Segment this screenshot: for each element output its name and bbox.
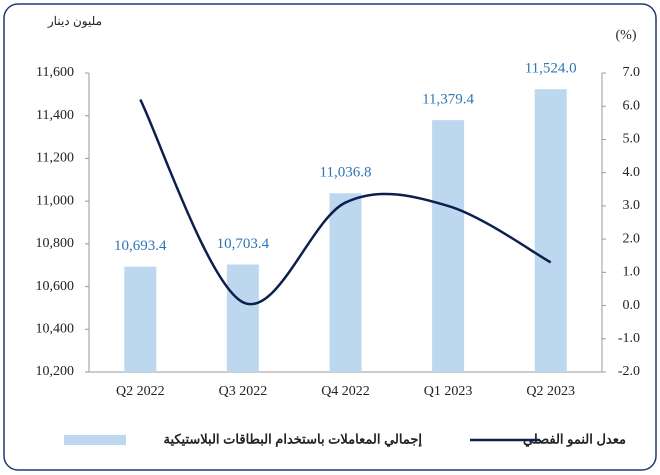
y2-tick-label: 1.0 — [623, 265, 641, 280]
x-tick-label: Q4 2022 — [321, 384, 370, 399]
y-tick-label: 11,400 — [36, 108, 74, 123]
y2-axis-label: (%) — [616, 28, 637, 43]
legend-swatch — [64, 435, 126, 445]
y-tick-label: 10,800 — [36, 236, 75, 251]
bar — [329, 193, 362, 372]
x-tick-label: Q1 2023 — [424, 384, 473, 399]
y2-tick-label: 7.0 — [623, 65, 641, 80]
y2-tick-label: 5.0 — [623, 132, 641, 147]
y2-tick-label: 3.0 — [623, 198, 641, 213]
x-tick-label: Q3 2022 — [219, 384, 268, 399]
y-tick-label: 11,200 — [36, 151, 74, 166]
value-label: 10,693.4 — [114, 238, 167, 254]
y2-tick-label: 4.0 — [623, 165, 641, 180]
value-label: 11,036.8 — [320, 165, 372, 181]
y2-tick-label: 2.0 — [623, 231, 641, 246]
legend-label: معدل النمو الفصلي — [523, 431, 626, 447]
y-axis-label: مليون دينار — [47, 14, 102, 28]
y-tick-label: 11,000 — [36, 193, 74, 208]
y2-tick-label: -2.0 — [618, 364, 640, 379]
x-tick-label: Q2 2023 — [526, 384, 575, 399]
value-label: 11,524.0 — [525, 61, 577, 77]
y2-tick-label: 0.0 — [623, 298, 641, 313]
bar — [534, 89, 567, 372]
line — [139, 99, 552, 306]
bar — [432, 120, 465, 372]
legend-label: إجمالي المعاملات باستخدام البطاقات البلا… — [163, 431, 422, 447]
y-tick-label: 10,400 — [36, 322, 75, 337]
y-tick-label: 10,600 — [36, 279, 75, 294]
value-label: 10,703.4 — [217, 236, 270, 252]
y-tick-label: 10,200 — [36, 364, 75, 379]
y-tick-label: 11,600 — [36, 65, 74, 80]
bar — [124, 266, 157, 372]
y2-tick-label: -1.0 — [618, 331, 640, 346]
x-tick-label: Q2 2022 — [116, 384, 165, 399]
y2-tick-label: 6.0 — [623, 98, 641, 113]
bar — [226, 264, 259, 372]
value-label: 11,379.4 — [422, 92, 474, 108]
